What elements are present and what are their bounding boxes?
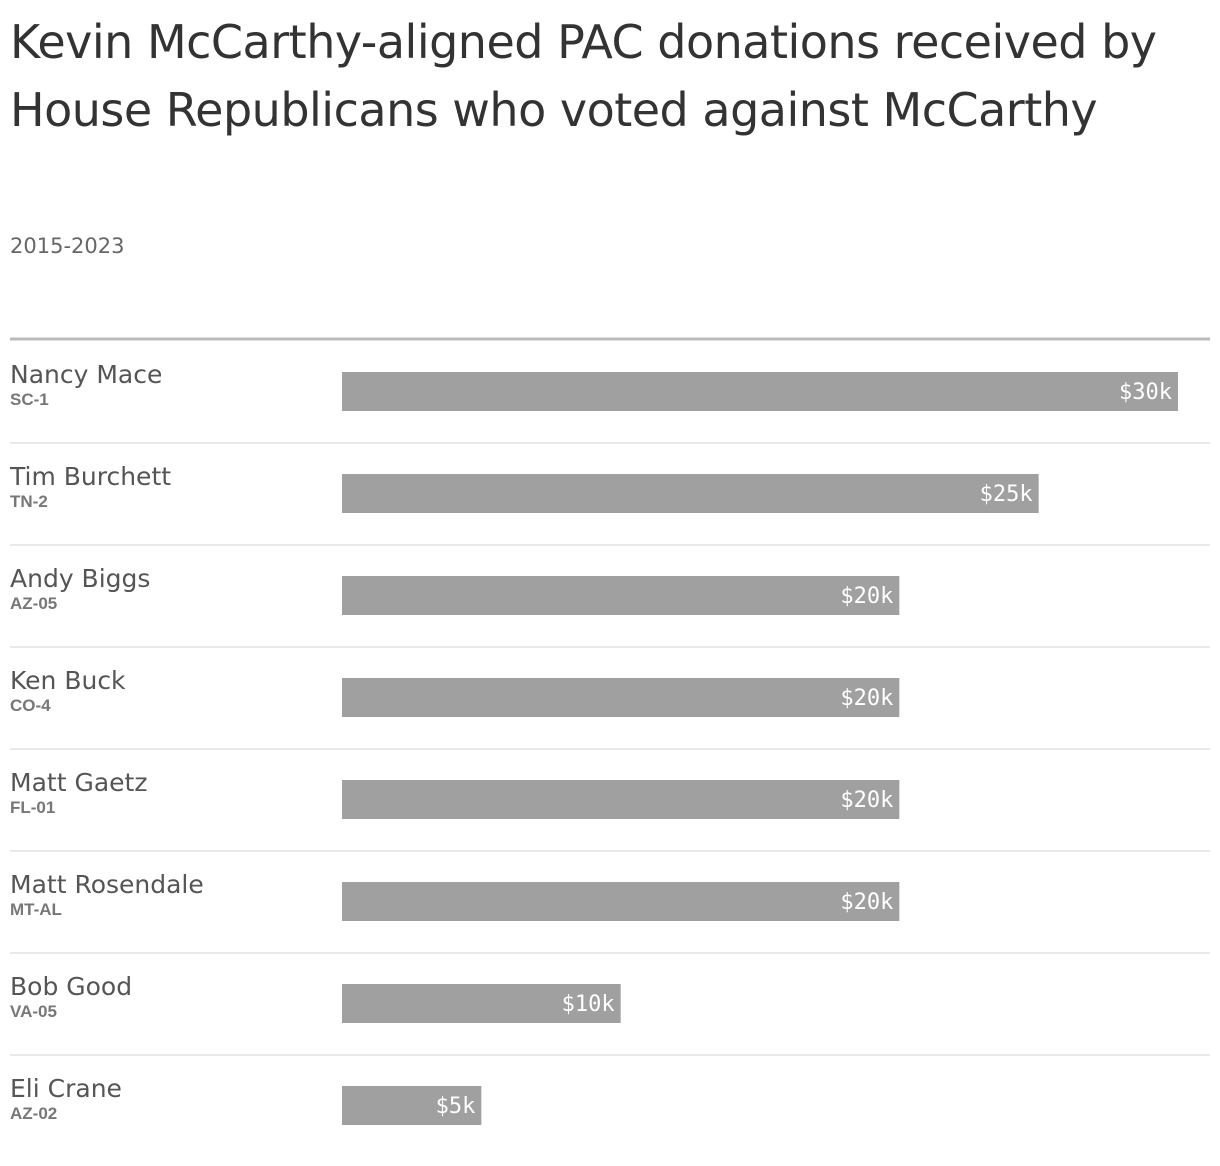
chart-title: Kevin McCarthy-aligned PAC donations rec… <box>10 15 1157 137</box>
value-label: $30k <box>1119 380 1172 405</box>
category-label: Andy Biggs <box>10 564 150 593</box>
bar <box>342 678 900 717</box>
value-label: $5k <box>436 1094 476 1119</box>
sublabel: VA-05 <box>10 1002 57 1021</box>
category-label: Bob Good <box>10 972 132 1001</box>
bar <box>342 984 621 1023</box>
value-label: $20k <box>840 890 893 915</box>
category-label: Nancy Mace <box>10 360 162 389</box>
category-label: Ken Buck <box>10 666 126 695</box>
bar <box>342 576 900 615</box>
value-label: $20k <box>840 788 893 813</box>
category-label: Matt Gaetz <box>10 768 147 797</box>
bar <box>342 372 1178 411</box>
chart-subtitle: 2015-2023 <box>10 234 125 258</box>
sublabel: AZ-02 <box>10 1104 57 1123</box>
value-label: $25k <box>980 482 1033 507</box>
sublabel: MT-AL <box>10 900 62 919</box>
bar <box>342 882 900 921</box>
sublabel: AZ-05 <box>10 594 57 613</box>
bar <box>342 474 1039 513</box>
sublabel: CO-4 <box>10 696 51 715</box>
category-label: Tim Burchett <box>9 462 171 491</box>
bar <box>342 780 900 819</box>
category-label: Eli Crane <box>10 1074 122 1103</box>
sublabel: SC-1 <box>10 390 49 409</box>
value-label: $20k <box>840 686 893 711</box>
value-label: $20k <box>840 584 893 609</box>
value-label: $10k <box>562 992 615 1017</box>
sublabel: FL-01 <box>10 798 55 817</box>
bar <box>342 1086 482 1125</box>
category-label: Matt Rosendale <box>10 870 204 899</box>
sublabel: TN-2 <box>10 492 48 511</box>
